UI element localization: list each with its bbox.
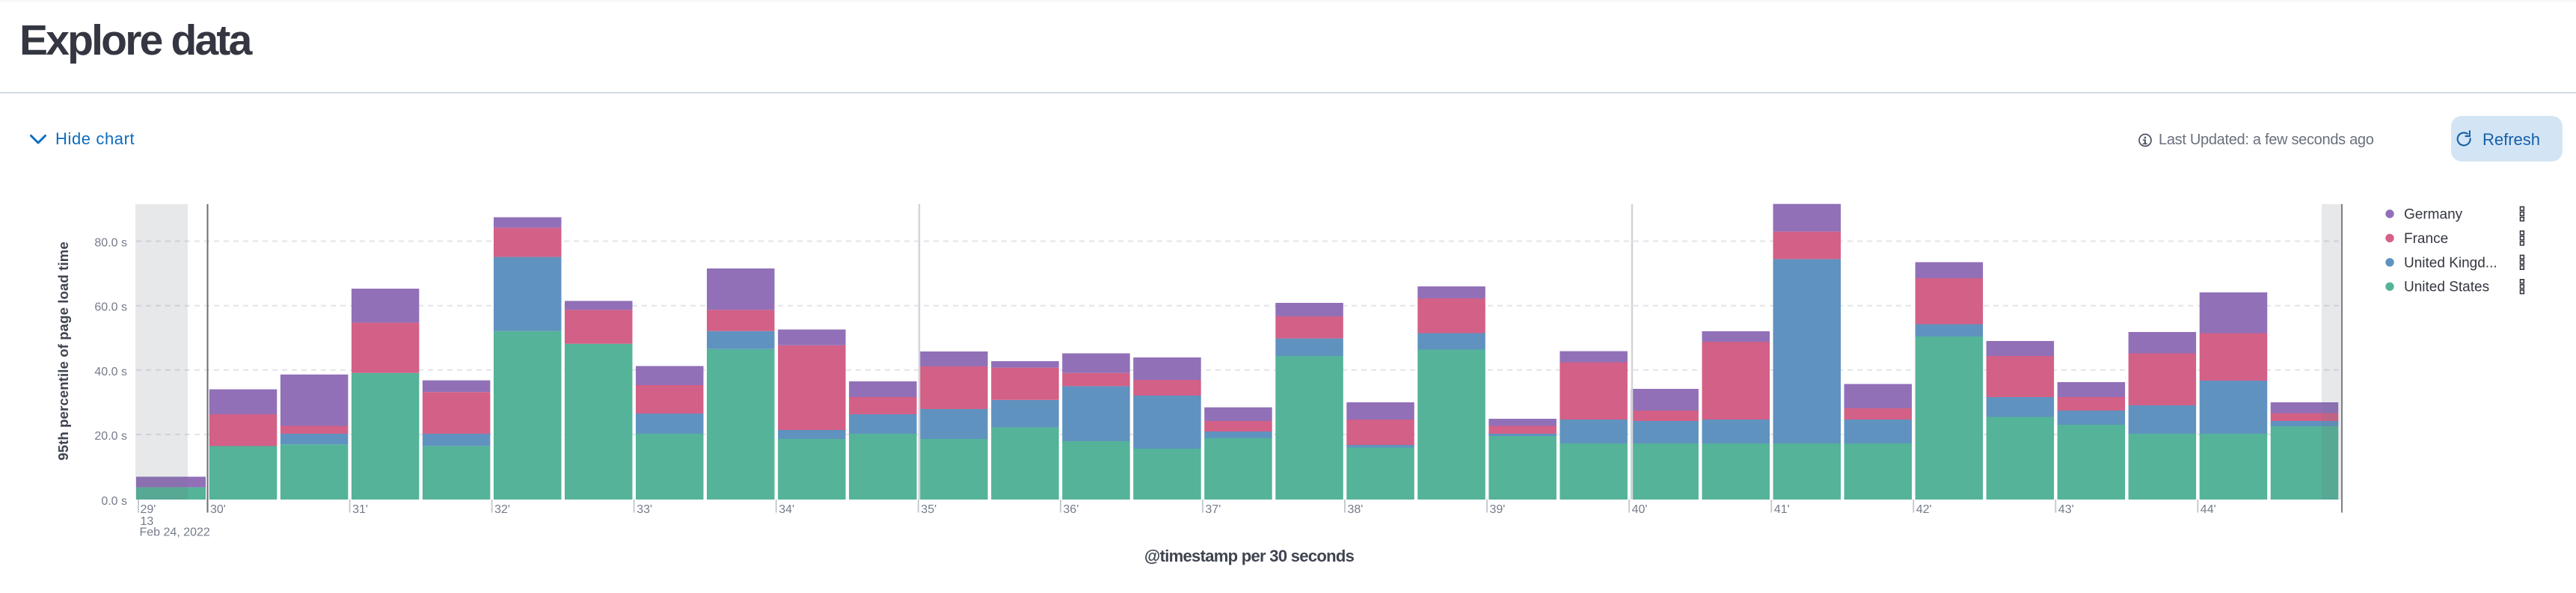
- svg-text:29': 29': [141, 503, 156, 516]
- svg-text:95th percentile of page load t: 95th percentile of page load time: [55, 242, 71, 461]
- svg-text:39': 39': [1490, 503, 1506, 516]
- svg-text:France: France: [2404, 231, 2448, 247]
- svg-text:40': 40': [1632, 503, 1648, 516]
- svg-text:34': 34': [779, 503, 794, 516]
- svg-text:38': 38': [1348, 503, 1364, 516]
- svg-text:42': 42': [1916, 503, 1932, 516]
- svg-text:Feb 24, 2022: Feb 24, 2022: [140, 526, 210, 539]
- svg-text:31': 31': [352, 503, 368, 516]
- svg-text:0.0 s: 0.0 s: [101, 495, 127, 508]
- svg-text:20.0 s: 20.0 s: [94, 430, 127, 443]
- svg-text:Germany: Germany: [2404, 207, 2463, 223]
- svg-text:@timestamp per 30 seconds: @timestamp per 30 seconds: [1144, 547, 1355, 565]
- svg-text:80.0 s: 80.0 s: [94, 237, 127, 250]
- svg-text:33': 33': [637, 503, 652, 516]
- svg-text:43': 43': [2058, 503, 2074, 516]
- svg-text:32': 32': [494, 503, 510, 516]
- svg-text:60.0 s: 60.0 s: [94, 301, 127, 314]
- svg-text:41': 41': [1774, 503, 1790, 516]
- svg-text:37': 37': [1205, 503, 1221, 516]
- svg-text:13: 13: [141, 515, 154, 528]
- svg-text:40.0 s: 40.0 s: [94, 366, 127, 378]
- svg-text:30': 30': [210, 503, 226, 516]
- svg-text:36': 36': [1063, 503, 1079, 516]
- svg-text:35': 35': [921, 503, 936, 516]
- svg-text:44': 44': [2201, 503, 2216, 516]
- svg-text:United Kingd...: United Kingd...: [2404, 255, 2497, 271]
- svg-text:United States: United States: [2404, 280, 2489, 295]
